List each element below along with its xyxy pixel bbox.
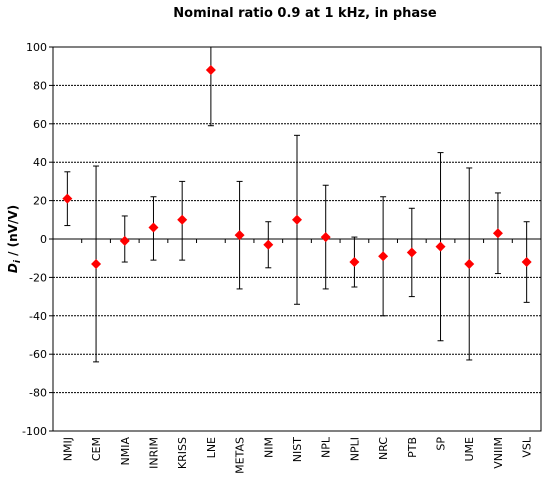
x-tick-label: INRIM [147, 437, 160, 469]
data-point [292, 214, 302, 225]
x-tick-label: NRC [377, 437, 390, 460]
data-point [406, 247, 417, 258]
data-point [205, 65, 216, 76]
y-tick-label: 80 [33, 79, 47, 92]
y-tick-label: 100 [26, 41, 47, 54]
y-tick-label: 0 [40, 233, 47, 246]
x-tick-label: CEM [90, 437, 103, 461]
x-tick-label: NPL [320, 436, 333, 458]
data-point [521, 257, 532, 268]
x-tick-label: METAS [234, 437, 247, 474]
data-point [263, 239, 274, 250]
data-point [177, 214, 188, 225]
data-point [378, 251, 389, 262]
data-point [464, 258, 475, 269]
y-tick-label: 20 [33, 195, 47, 208]
plot-area: -100 -80 -60 -40 -20 0 20 40 60 80 100 NMIJ CEM NMIA I… [22, 41, 542, 474]
x-tick-label: NIM [262, 437, 275, 458]
y-tick-label: -40 [29, 310, 47, 323]
x-tick-label: NIST [291, 437, 304, 462]
y-tick-label: -80 [29, 387, 47, 400]
data-point [320, 232, 331, 243]
x-tick-label: PTB [406, 437, 419, 458]
x-tick-label: VSL [521, 436, 534, 458]
y-tick-label: 40 [33, 156, 47, 169]
data-point [234, 230, 245, 241]
x-tick-label: KRISS [176, 437, 189, 469]
data-point [148, 222, 159, 233]
x-tick-label: NMIJ [61, 437, 74, 461]
y-tick-label: 60 [33, 118, 47, 131]
x-tick-label: LNE [205, 437, 218, 458]
x-tick-label: VNIIM [492, 437, 505, 469]
y-tick-label: -20 [29, 271, 47, 284]
x-tick-label: NPLI [348, 437, 361, 461]
y-axis-label: Di / (nV/V) [6, 205, 23, 273]
data-point [62, 193, 73, 204]
data-point [119, 235, 130, 246]
x-tick-label: UME [463, 437, 476, 462]
y-tick-label: -100 [22, 425, 47, 438]
x-tick-label: NMIA [119, 437, 132, 466]
data-point [435, 241, 446, 252]
y-tick-label: -60 [29, 348, 47, 361]
data-point [492, 228, 503, 239]
data-point [349, 257, 360, 268]
data-point [91, 258, 102, 269]
x-tick-label: SP [435, 437, 448, 451]
chart-title: Nominal ratio 0.9 at 1 kHz, in phase [173, 6, 437, 21]
